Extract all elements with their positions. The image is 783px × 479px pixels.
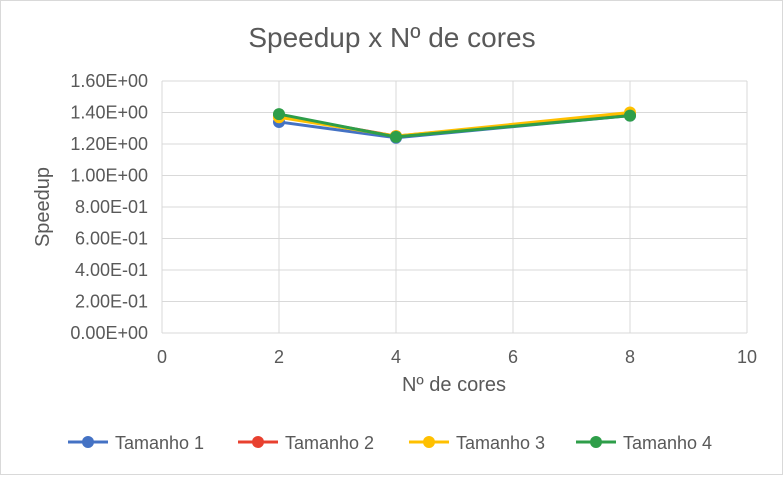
x-tick-label: 8 bbox=[625, 347, 635, 367]
y-tick-label: 6.00E-01 bbox=[75, 229, 148, 249]
data-point bbox=[273, 108, 285, 121]
gridlines bbox=[161, 80, 748, 334]
y-tick-label: 1.00E+00 bbox=[70, 166, 148, 186]
x-tick-label: 2 bbox=[274, 347, 284, 367]
chart-title: Speedup x Nº de cores bbox=[248, 22, 535, 53]
legend-marker bbox=[423, 436, 435, 448]
y-tick-label: 1.20E+00 bbox=[70, 134, 148, 154]
y-tick-label: 0.00E+00 bbox=[70, 323, 148, 343]
data-point bbox=[390, 130, 402, 143]
x-axis-ticks: 0 2 4 6 8 10 bbox=[157, 347, 757, 367]
series-4 bbox=[273, 108, 636, 143]
legend-label: Tamanho 2 bbox=[285, 433, 374, 453]
legend-label: Tamanho 4 bbox=[623, 433, 712, 453]
legend-marker bbox=[590, 436, 602, 448]
y-axis-label: Speedup bbox=[32, 167, 54, 247]
legend-label: Tamanho 3 bbox=[456, 433, 545, 453]
x-tick-label: 10 bbox=[737, 347, 757, 367]
legend-item: Tamanho 2 bbox=[238, 433, 374, 453]
legend-item: Tamanho 4 bbox=[576, 433, 712, 453]
x-tick-label: 6 bbox=[508, 347, 518, 367]
y-tick-label: 1.40E+00 bbox=[70, 103, 148, 123]
y-axis-ticks: 0.00E+00 2.00E-01 4.00E-01 6.00E-01 8.00E-01… bbox=[70, 71, 148, 343]
x-tick-label: 0 bbox=[157, 347, 167, 367]
legend-label: Tamanho 1 bbox=[115, 433, 204, 453]
y-tick-label: 2.00E-01 bbox=[75, 292, 148, 312]
x-tick-label: 4 bbox=[391, 347, 401, 367]
y-tick-label: 1.60E+00 bbox=[70, 71, 148, 91]
series-1 bbox=[273, 109, 636, 144]
y-tick-label: 4.00E-01 bbox=[75, 260, 148, 280]
x-axis-label: Nº de cores bbox=[402, 374, 506, 396]
legend-marker bbox=[82, 436, 94, 448]
legend-item: Tamanho 1 bbox=[68, 433, 204, 453]
legend: Tamanho 1 Tamanho 2 Tamanho 3 Tamanho 4 bbox=[68, 433, 712, 453]
legend-marker bbox=[252, 436, 264, 448]
y-tick-label: 8.00E-01 bbox=[75, 197, 148, 217]
series-layer bbox=[273, 106, 636, 144]
legend-item: Tamanho 3 bbox=[409, 433, 545, 453]
data-point bbox=[624, 109, 636, 122]
